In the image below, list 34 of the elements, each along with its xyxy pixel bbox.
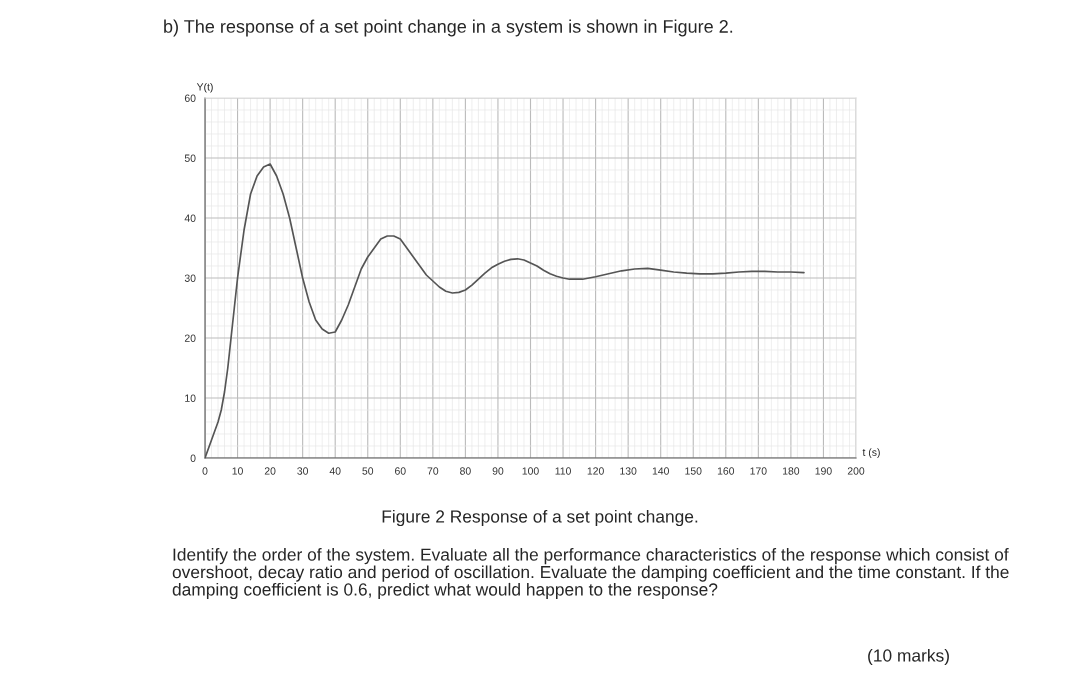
x-tick-label: 180 (783, 467, 800, 475)
y-axis-title: Y(t) (196, 82, 213, 93)
x-tick-label: 200 (847, 467, 865, 475)
x-tick-label: 90 (492, 467, 504, 475)
x-tick-label: 80 (460, 467, 471, 475)
x-tick-label: 190 (815, 467, 832, 475)
x-tick-label: 50 (362, 467, 374, 475)
y-tick-label: 40 (184, 214, 196, 222)
x-tick-label: 20 (264, 467, 276, 475)
x-tick-label: 40 (329, 467, 341, 475)
x-tick-label: 150 (685, 467, 702, 475)
y-tick-label: 10 (185, 394, 196, 402)
y-tick-label: 30 (184, 274, 196, 282)
x-tick-label: 10 (232, 467, 243, 475)
x-tick-label: 60 (395, 467, 406, 475)
text: Identify the order of the system. Evaluate all the performance characteristics of the response which consist of overshoot, decay ratio and period of oscillation. Evaluate the damping coefficient and the time constant. If the damping coefficient is 0.6, predict what would happen to the response? (172, 548, 1009, 600)
x-tick-label: 130 (620, 467, 637, 475)
x-tick-label: 0 (202, 467, 208, 475)
x-tick-label: 110 (555, 467, 571, 475)
x-tick-label: 160 (717, 467, 735, 475)
x-tick-label: 70 (427, 467, 439, 475)
x-tick-label: 120 (587, 467, 604, 475)
x-tick-label: 100 (522, 467, 539, 475)
x-tick-label: 30 (297, 467, 309, 475)
x-tick-label: 170 (750, 467, 767, 475)
text: (10 marks) (868, 648, 949, 666)
y-tick-label: 50 (184, 154, 196, 162)
y-tick-label: 60 (184, 94, 196, 102)
y-tick-label: 0 (190, 454, 196, 462)
x-axis-title: t (s) (862, 448, 880, 458)
y-tick-label: 20 (184, 334, 196, 342)
caption: Figure 2 Response of a set point change. (382, 509, 698, 527)
x-tick-label: 140 (652, 467, 669, 475)
chart-title: b) The response of a set point change in a system is shown in Figure 2. (164, 19, 733, 37)
